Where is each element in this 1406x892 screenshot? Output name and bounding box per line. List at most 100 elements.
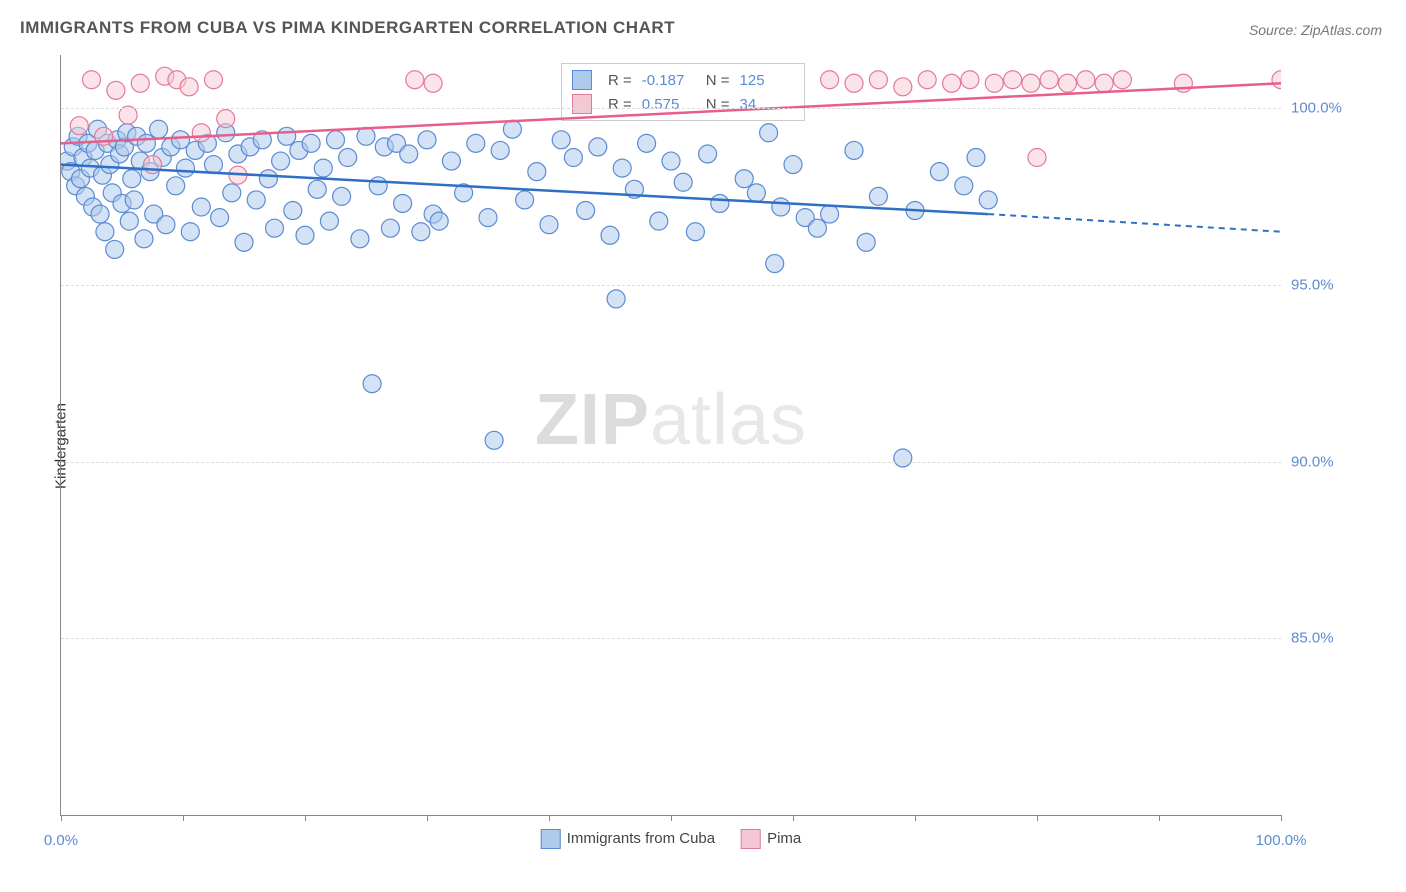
data-point bbox=[272, 152, 290, 170]
data-point bbox=[259, 170, 277, 188]
data-point bbox=[1077, 71, 1095, 89]
data-point bbox=[1028, 149, 1046, 167]
y-tick-label: 85.0% bbox=[1291, 630, 1371, 647]
x-tick-mark bbox=[1159, 815, 1160, 821]
data-point bbox=[607, 290, 625, 308]
data-point bbox=[217, 110, 235, 128]
data-point bbox=[333, 187, 351, 205]
data-point bbox=[442, 152, 460, 170]
data-point bbox=[320, 212, 338, 230]
data-point bbox=[485, 431, 503, 449]
data-point bbox=[363, 375, 381, 393]
data-point bbox=[205, 156, 223, 174]
y-tick-label: 90.0% bbox=[1291, 453, 1371, 470]
data-point bbox=[516, 191, 534, 209]
data-point bbox=[406, 71, 424, 89]
data-point bbox=[528, 163, 546, 181]
data-point bbox=[369, 177, 387, 195]
data-point bbox=[192, 124, 210, 142]
chart-title: IMMIGRANTS FROM CUBA VS PIMA KINDERGARTE… bbox=[20, 18, 675, 38]
data-point bbox=[131, 74, 149, 92]
data-point bbox=[137, 134, 155, 152]
data-point bbox=[96, 223, 114, 241]
gridline-h bbox=[61, 462, 1281, 463]
y-tick-label: 95.0% bbox=[1291, 276, 1371, 293]
legend-swatch bbox=[741, 829, 761, 849]
series-legend: Immigrants from Cuba Pima bbox=[541, 829, 802, 849]
x-tick-mark bbox=[793, 815, 794, 821]
gridline-h bbox=[61, 638, 1281, 639]
data-point bbox=[211, 209, 229, 227]
data-point bbox=[278, 127, 296, 145]
data-point bbox=[412, 223, 430, 241]
data-point bbox=[540, 216, 558, 234]
x-tick-mark bbox=[183, 815, 184, 821]
data-point bbox=[650, 212, 668, 230]
x-tick-mark bbox=[671, 815, 672, 821]
data-point bbox=[296, 226, 314, 244]
x-tick-mark bbox=[1037, 815, 1038, 821]
legend-item: Pima bbox=[741, 829, 801, 849]
data-point bbox=[479, 209, 497, 227]
data-point bbox=[150, 120, 168, 138]
data-point bbox=[91, 205, 109, 223]
data-point bbox=[674, 173, 692, 191]
data-point bbox=[772, 198, 790, 216]
data-point bbox=[223, 184, 241, 202]
data-point bbox=[1113, 71, 1131, 89]
x-tick-label: 100.0% bbox=[1256, 832, 1307, 849]
data-point bbox=[308, 180, 326, 198]
data-point bbox=[135, 230, 153, 248]
data-point bbox=[961, 71, 979, 89]
data-point bbox=[1022, 74, 1040, 92]
data-point bbox=[70, 117, 88, 135]
data-point bbox=[192, 198, 210, 216]
x-tick-mark bbox=[1281, 815, 1282, 821]
data-point bbox=[167, 177, 185, 195]
trend-line bbox=[61, 83, 1281, 143]
data-point bbox=[808, 219, 826, 237]
data-point bbox=[357, 127, 375, 145]
data-point bbox=[180, 78, 198, 96]
data-point bbox=[314, 159, 332, 177]
data-point bbox=[120, 212, 138, 230]
x-tick-mark bbox=[305, 815, 306, 821]
y-tick-label: 100.0% bbox=[1291, 100, 1371, 117]
data-point bbox=[106, 240, 124, 258]
data-point bbox=[821, 71, 839, 89]
data-point bbox=[430, 212, 448, 230]
data-point bbox=[1040, 71, 1058, 89]
legend-item: Immigrants from Cuba bbox=[541, 829, 715, 849]
data-point bbox=[176, 159, 194, 177]
data-point bbox=[1272, 71, 1281, 89]
data-point bbox=[735, 170, 753, 188]
data-point bbox=[1004, 71, 1022, 89]
data-point bbox=[985, 74, 1003, 92]
data-point bbox=[869, 187, 887, 205]
data-point bbox=[284, 202, 302, 220]
data-point bbox=[869, 71, 887, 89]
data-point bbox=[552, 131, 570, 149]
data-point bbox=[1095, 74, 1113, 92]
data-point bbox=[699, 145, 717, 163]
data-point bbox=[967, 149, 985, 167]
legend-label: Pima bbox=[767, 830, 801, 847]
data-point bbox=[400, 145, 418, 163]
gridline-h bbox=[61, 285, 1281, 286]
scatter-svg bbox=[61, 55, 1281, 815]
data-point bbox=[424, 74, 442, 92]
data-point bbox=[943, 74, 961, 92]
x-tick-label: 0.0% bbox=[44, 832, 78, 849]
data-point bbox=[503, 120, 521, 138]
data-point bbox=[589, 138, 607, 156]
plot-area: ZIPatlas R =-0.187N =125R =0.575N =34 Im… bbox=[60, 55, 1281, 816]
data-point bbox=[662, 152, 680, 170]
data-point bbox=[638, 134, 656, 152]
data-point bbox=[125, 191, 143, 209]
legend-label: Immigrants from Cuba bbox=[567, 830, 715, 847]
data-point bbox=[247, 191, 265, 209]
data-point bbox=[235, 233, 253, 251]
data-point bbox=[894, 78, 912, 96]
data-point bbox=[157, 216, 175, 234]
data-point bbox=[491, 141, 509, 159]
